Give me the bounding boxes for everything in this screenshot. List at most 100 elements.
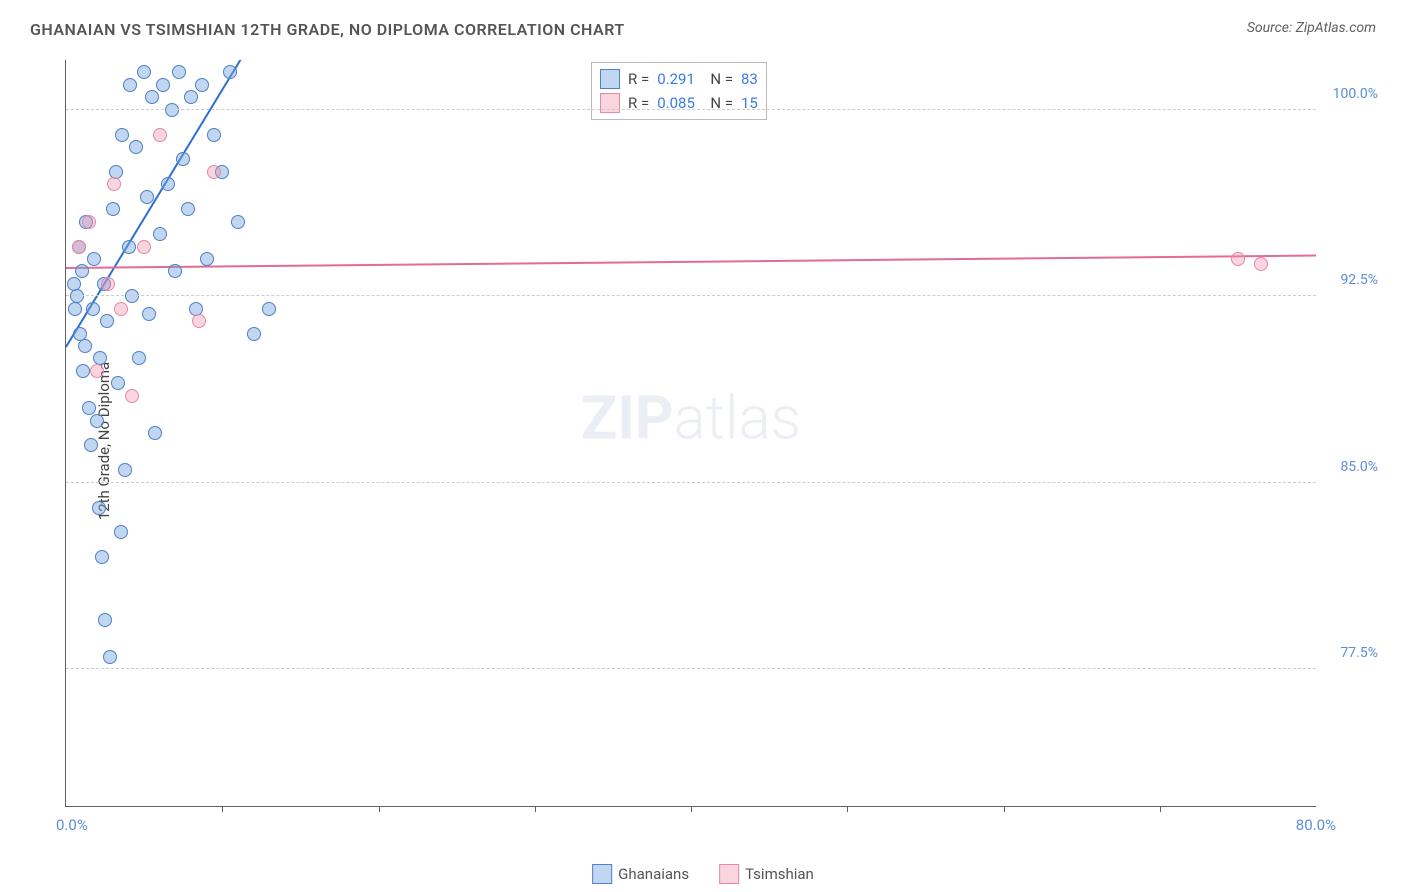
data-point <box>142 307 156 321</box>
data-point <box>192 314 206 328</box>
x-tick <box>691 806 692 812</box>
legend-swatch <box>592 864 612 884</box>
data-point <box>153 128 167 142</box>
legend-n-value: 83 <box>741 70 758 88</box>
data-point <box>68 302 82 316</box>
data-point <box>76 364 90 378</box>
data-point <box>132 351 146 365</box>
watermark-light: atlas <box>674 383 802 454</box>
data-point <box>231 215 245 229</box>
legend-r-label: R = <box>628 70 649 88</box>
data-point <box>207 165 221 179</box>
source-label: Source: ZipAtlas.com <box>1247 20 1376 36</box>
data-point <box>72 240 86 254</box>
data-point <box>90 414 104 428</box>
data-point <box>75 264 89 278</box>
data-point <box>140 190 154 204</box>
x-tick <box>535 806 536 812</box>
data-point <box>70 289 84 303</box>
data-point <box>172 65 186 79</box>
legend-n-label: N = <box>703 70 733 88</box>
data-point <box>118 463 132 477</box>
gridline <box>66 482 1316 483</box>
x-axis-min: 0.0% <box>56 816 88 834</box>
gridline <box>66 109 1316 110</box>
data-point <box>145 90 159 104</box>
legend-series-name: Tsimshian <box>745 865 814 883</box>
data-point <box>115 128 129 142</box>
legend-stats: R = 0.291 N = 83 R =0.085 N =15 <box>591 62 767 120</box>
data-point <box>125 389 139 403</box>
y-tick-label: 77.5% <box>1340 645 1378 661</box>
data-point <box>100 314 114 328</box>
chart-title: GHANAIAN VS TSIMSHIAN 12TH GRADE, NO DIP… <box>30 20 625 39</box>
data-point <box>90 364 104 378</box>
data-point <box>111 376 125 390</box>
x-tick <box>847 806 848 812</box>
data-point <box>165 103 179 117</box>
data-point <box>1231 252 1245 266</box>
data-point <box>223 65 237 79</box>
data-point <box>176 152 190 166</box>
data-point <box>103 650 117 664</box>
data-point <box>262 302 276 316</box>
data-point <box>78 339 92 353</box>
data-point <box>247 327 261 341</box>
data-point <box>101 277 115 291</box>
data-point <box>137 65 151 79</box>
legend-swatch <box>719 864 739 884</box>
legend-series-name: Ghanaians <box>618 865 689 883</box>
data-point <box>181 202 195 216</box>
data-point <box>125 289 139 303</box>
data-point <box>184 90 198 104</box>
data-point <box>95 550 109 564</box>
data-point <box>207 128 221 142</box>
x-tick <box>222 806 223 812</box>
data-point <box>123 78 137 92</box>
legend-series-item: Ghanaians <box>592 864 689 884</box>
plot-area: ZIPatlas R = 0.291 N = 83R =0.085 N =15 0.… <box>65 60 1316 807</box>
gridline <box>66 668 1316 669</box>
data-point <box>86 302 100 316</box>
gridline <box>66 295 1316 296</box>
x-tick <box>1160 806 1161 812</box>
y-tick-label: 85.0% <box>1340 459 1378 475</box>
y-tick-label: 92.5% <box>1340 272 1378 288</box>
legend-swatch <box>600 93 620 113</box>
x-tick <box>379 806 380 812</box>
data-point <box>84 438 98 452</box>
legend-r-value: 0.291 <box>657 70 695 88</box>
data-point <box>200 252 214 266</box>
data-point <box>156 78 170 92</box>
data-point <box>98 613 112 627</box>
data-point <box>122 240 136 254</box>
watermark-bold: ZIP <box>581 383 674 454</box>
data-point <box>153 227 167 241</box>
data-point <box>87 252 101 266</box>
data-point <box>129 140 143 154</box>
x-axis-max: 80.0% <box>1296 816 1336 834</box>
chart-container: 12th Grade, No Diploma ZIPatlas R =0.291… <box>45 50 1386 832</box>
legend-stats-row: R = 0.291 N = 83 <box>600 67 758 91</box>
trend-line <box>66 254 1316 269</box>
data-point <box>114 302 128 316</box>
data-point <box>161 177 175 191</box>
watermark: ZIPatlas <box>581 383 801 454</box>
legend-series-item: Tsimshian <box>719 864 814 884</box>
data-point <box>107 177 121 191</box>
data-point <box>1254 257 1268 271</box>
plot-clip: ZIPatlas <box>66 60 1316 806</box>
data-point <box>137 240 151 254</box>
x-tick <box>1004 806 1005 812</box>
data-point <box>148 426 162 440</box>
legend-swatch <box>600 69 620 89</box>
data-point <box>106 202 120 216</box>
data-point <box>114 525 128 539</box>
legend-stats-row: R =0.085 N =15 <box>600 91 758 115</box>
data-point <box>92 501 106 515</box>
y-tick-label: 100.0% <box>1333 86 1378 102</box>
legend-series: Ghanaians Tsimshian <box>592 864 814 884</box>
data-point <box>82 215 96 229</box>
data-point <box>168 264 182 278</box>
data-point <box>195 78 209 92</box>
